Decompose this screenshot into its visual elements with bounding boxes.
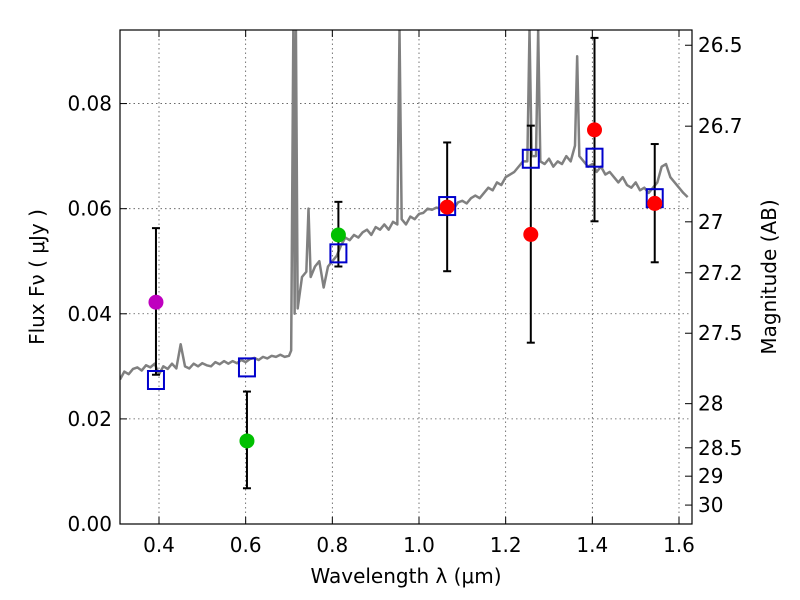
x-tick-label: 0.6 — [230, 533, 262, 557]
y-tick-label: 0.00 — [67, 512, 112, 536]
template-photometry-point — [521, 148, 540, 169]
x-tick-label: 1.4 — [576, 533, 608, 557]
plot-frame — [119, 29, 693, 525]
template-photometry-point — [329, 243, 348, 264]
right-tick-label: 27.5 — [698, 321, 743, 345]
x-tick-label: 0.4 — [143, 533, 175, 557]
observed-photometry-point — [439, 199, 455, 215]
x-axis-title: Wavelength λ (μm) — [310, 564, 501, 588]
right-tick-label: 28.5 — [698, 436, 743, 460]
y-tick-label: 0.08 — [67, 92, 112, 116]
spectrum-line — [120, 30, 689, 381]
right-tick-label: 29 — [698, 464, 723, 488]
right-tick-label: 26.7 — [698, 114, 743, 138]
template-photometry-point — [237, 357, 256, 378]
observed-photometry-point — [148, 294, 164, 310]
right-tick-label: 26.5 — [698, 33, 743, 57]
template-photometry-point — [585, 147, 604, 168]
observed-photometry-point — [523, 226, 539, 242]
right-tick-label: 27 — [698, 210, 723, 234]
right-tick-label: 28 — [698, 392, 723, 416]
y-tick-label: 0.02 — [67, 407, 112, 431]
grid — [120, 30, 692, 525]
x-tick-label: 0.8 — [316, 533, 348, 557]
right-tick-label: 30 — [698, 493, 723, 517]
observed-photometry-point — [239, 433, 255, 449]
observed-photometry-point — [587, 122, 602, 138]
x-tick-label: 1.2 — [490, 533, 522, 557]
template-photometry-point — [146, 370, 165, 391]
right-axis-title: Magnitude (AB) — [757, 199, 781, 354]
x-tick-label: 1.6 — [663, 533, 695, 557]
observed-photometry-point — [647, 195, 663, 211]
right-tick-label: 27.2 — [698, 261, 743, 285]
y-tick-label: 0.06 — [67, 197, 112, 221]
y-tick-label: 0.04 — [67, 302, 112, 326]
template-photometry-point — [438, 196, 457, 217]
x-tick-label: 1.0 — [403, 533, 435, 557]
observed-photometry-point — [330, 227, 346, 243]
y-axis-title: Flux Fν ( μJy ) — [25, 209, 49, 345]
